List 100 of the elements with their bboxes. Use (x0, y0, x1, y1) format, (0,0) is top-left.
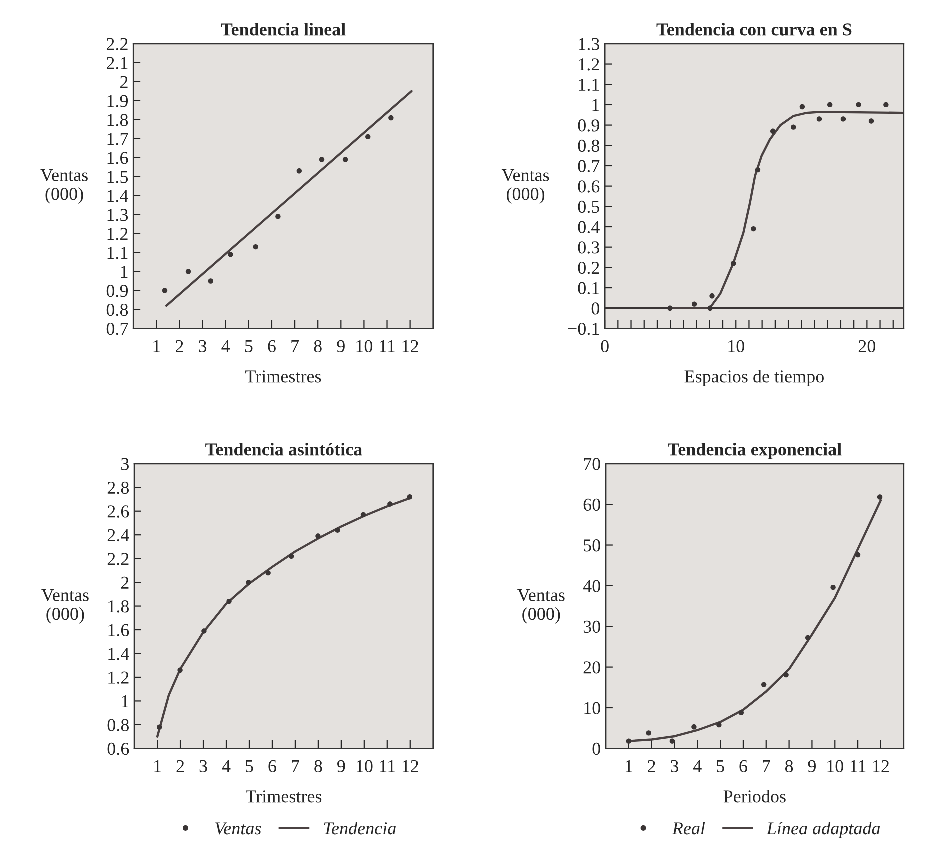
x-tick-label: 2 (176, 760, 184, 772)
x-axis-title: Trimestres (246, 370, 322, 383)
x-tick-label: 11 (380, 340, 395, 352)
y-tick-label: 60 (584, 498, 600, 512)
x-tick-label: 6 (268, 340, 276, 353)
y-tick-label: 0.7 (106, 322, 128, 336)
x-axis-title: Trimestres (246, 790, 322, 803)
y-tick-label: 1.2 (579, 58, 600, 71)
x-tick-label: 10 (728, 340, 744, 353)
y-tick-label: 1.9 (108, 95, 128, 108)
y-tick-label: 70 (584, 458, 600, 470)
x-tick-label: 0 (601, 340, 609, 353)
x-tick-label: 5 (246, 760, 254, 772)
y-tick-label: 10 (584, 702, 600, 714)
y-tick-label: 2 (120, 76, 128, 88)
y-tick-label: 3 (122, 458, 129, 470)
y-tick-label: 0.8 (108, 719, 130, 732)
x-tick-label: 3 (671, 760, 679, 772)
y-tick-label: 0.4 (578, 221, 600, 234)
y-tick-label: 1 (121, 266, 128, 278)
y-tick-label: 2.4 (108, 529, 130, 542)
x-axis-title: Espacios de tiempo (684, 370, 824, 386)
y-tick-label: 50 (584, 540, 600, 552)
y-tick-label: 1.2 (108, 672, 129, 684)
y-tick-label: 0.7 (578, 160, 600, 173)
y-tick-label: 2.2 (108, 553, 129, 566)
y-tick-label: 1.1 (108, 247, 128, 260)
y-tick-label: 1.5 (108, 171, 128, 184)
x-tick-label: 3 (200, 760, 208, 772)
y-tick-label: 1.8 (108, 114, 128, 126)
y-tick-label: 0.3 (578, 242, 600, 254)
y-tick-label: 1.7 (108, 133, 128, 146)
y-tick-label: 1 (122, 696, 129, 708)
y-tick-label: 2.8 (108, 482, 130, 494)
y-tick-label: 0.6 (578, 180, 600, 193)
x-tick-label: 9 (337, 340, 345, 353)
y-tick-label: 20 (584, 662, 600, 674)
y-tick-label: 0 (592, 742, 600, 756)
x-tick-label: 10 (828, 760, 844, 772)
x-tick-label: 4 (222, 340, 230, 352)
legend-label: Real (672, 822, 706, 835)
x-tick-label: 1 (154, 340, 160, 352)
y-tick-label: 1.2 (108, 228, 128, 240)
y-tick-label: 0.2 (578, 262, 600, 274)
x-tick-label: 10 (356, 760, 373, 772)
y-tick-label: 0.1 (578, 282, 600, 295)
y-tick-label: 1.6 (108, 624, 130, 637)
x-tick-label: 12 (874, 760, 889, 772)
x-tick-label: 6 (740, 760, 748, 772)
chart-title: Tendencia con curva en S (656, 23, 852, 36)
x-tick-label: 11 (380, 760, 396, 772)
y-tick-label: 0.9 (578, 120, 600, 132)
y-axis-title: Ventas (000) (518, 589, 565, 624)
x-tick-label: 4 (693, 760, 702, 772)
x-axis-title: Periodos (724, 790, 786, 803)
x-tick-label: 9 (338, 760, 346, 772)
x-tick-label: 7 (763, 760, 770, 772)
chart-title: Tendencia lineal (221, 23, 346, 36)
x-tick-label: 8 (314, 340, 322, 353)
y-tick-label: 0.9 (106, 284, 128, 298)
x-tick-label: 5 (245, 340, 253, 353)
y-tick-label: 2 (121, 576, 129, 589)
x-tick-label: 4 (222, 760, 231, 772)
legend-label: Tendencia (324, 822, 396, 835)
y-tick-label: 0.8 (578, 140, 600, 152)
y-axis-title: Ventas (000) (42, 589, 89, 624)
x-tick-label: 2 (648, 760, 656, 772)
legend-label: Ventas (216, 822, 262, 835)
x-tick-label: 6 (268, 760, 276, 772)
y-axis-title: Ventas (000) (40, 169, 88, 204)
x-tick-label: 8 (785, 760, 794, 772)
y-tick-label: 1.4 (108, 648, 130, 660)
x-tick-label: 7 (292, 340, 300, 352)
x-tick-label: 12 (402, 340, 418, 352)
x-tick-label: 12 (402, 760, 418, 772)
x-tick-label: 20 (858, 340, 876, 353)
y-tick-label: 1.8 (108, 600, 130, 613)
y-tick-label: 0.8 (106, 304, 128, 316)
y-tick-label: 30 (584, 620, 600, 634)
y-tick-label: 1.6 (108, 152, 128, 164)
y-tick-label: 0.6 (108, 742, 130, 756)
x-tick-label: 10 (356, 340, 373, 353)
y-tick-label: 2.2 (106, 38, 128, 50)
legend-label: Línea adaptada (766, 822, 880, 838)
y-tick-label: 1.3 (108, 209, 128, 222)
x-tick-label: 7 (292, 760, 300, 772)
y-tick-label: 2.6 (108, 506, 130, 518)
x-tick-label: 3 (199, 340, 207, 353)
x-tick-label: 5 (717, 760, 724, 772)
x-tick-label: 11 (850, 760, 866, 772)
y-tick-label: 1.3 (579, 38, 600, 50)
y-tick-label: 40 (583, 580, 600, 592)
x-tick-label: 8 (314, 760, 322, 772)
y-tick-label: 1.4 (108, 190, 128, 202)
x-tick-label: 9 (808, 760, 816, 772)
y-tick-label: −0.1 (568, 322, 600, 336)
chart-title: Tendencia asintótica (206, 443, 362, 456)
y-tick-label: 1.1 (579, 78, 600, 92)
y-tick-label: 2.1 (106, 57, 128, 70)
y-tick-label: 0 (592, 302, 600, 315)
